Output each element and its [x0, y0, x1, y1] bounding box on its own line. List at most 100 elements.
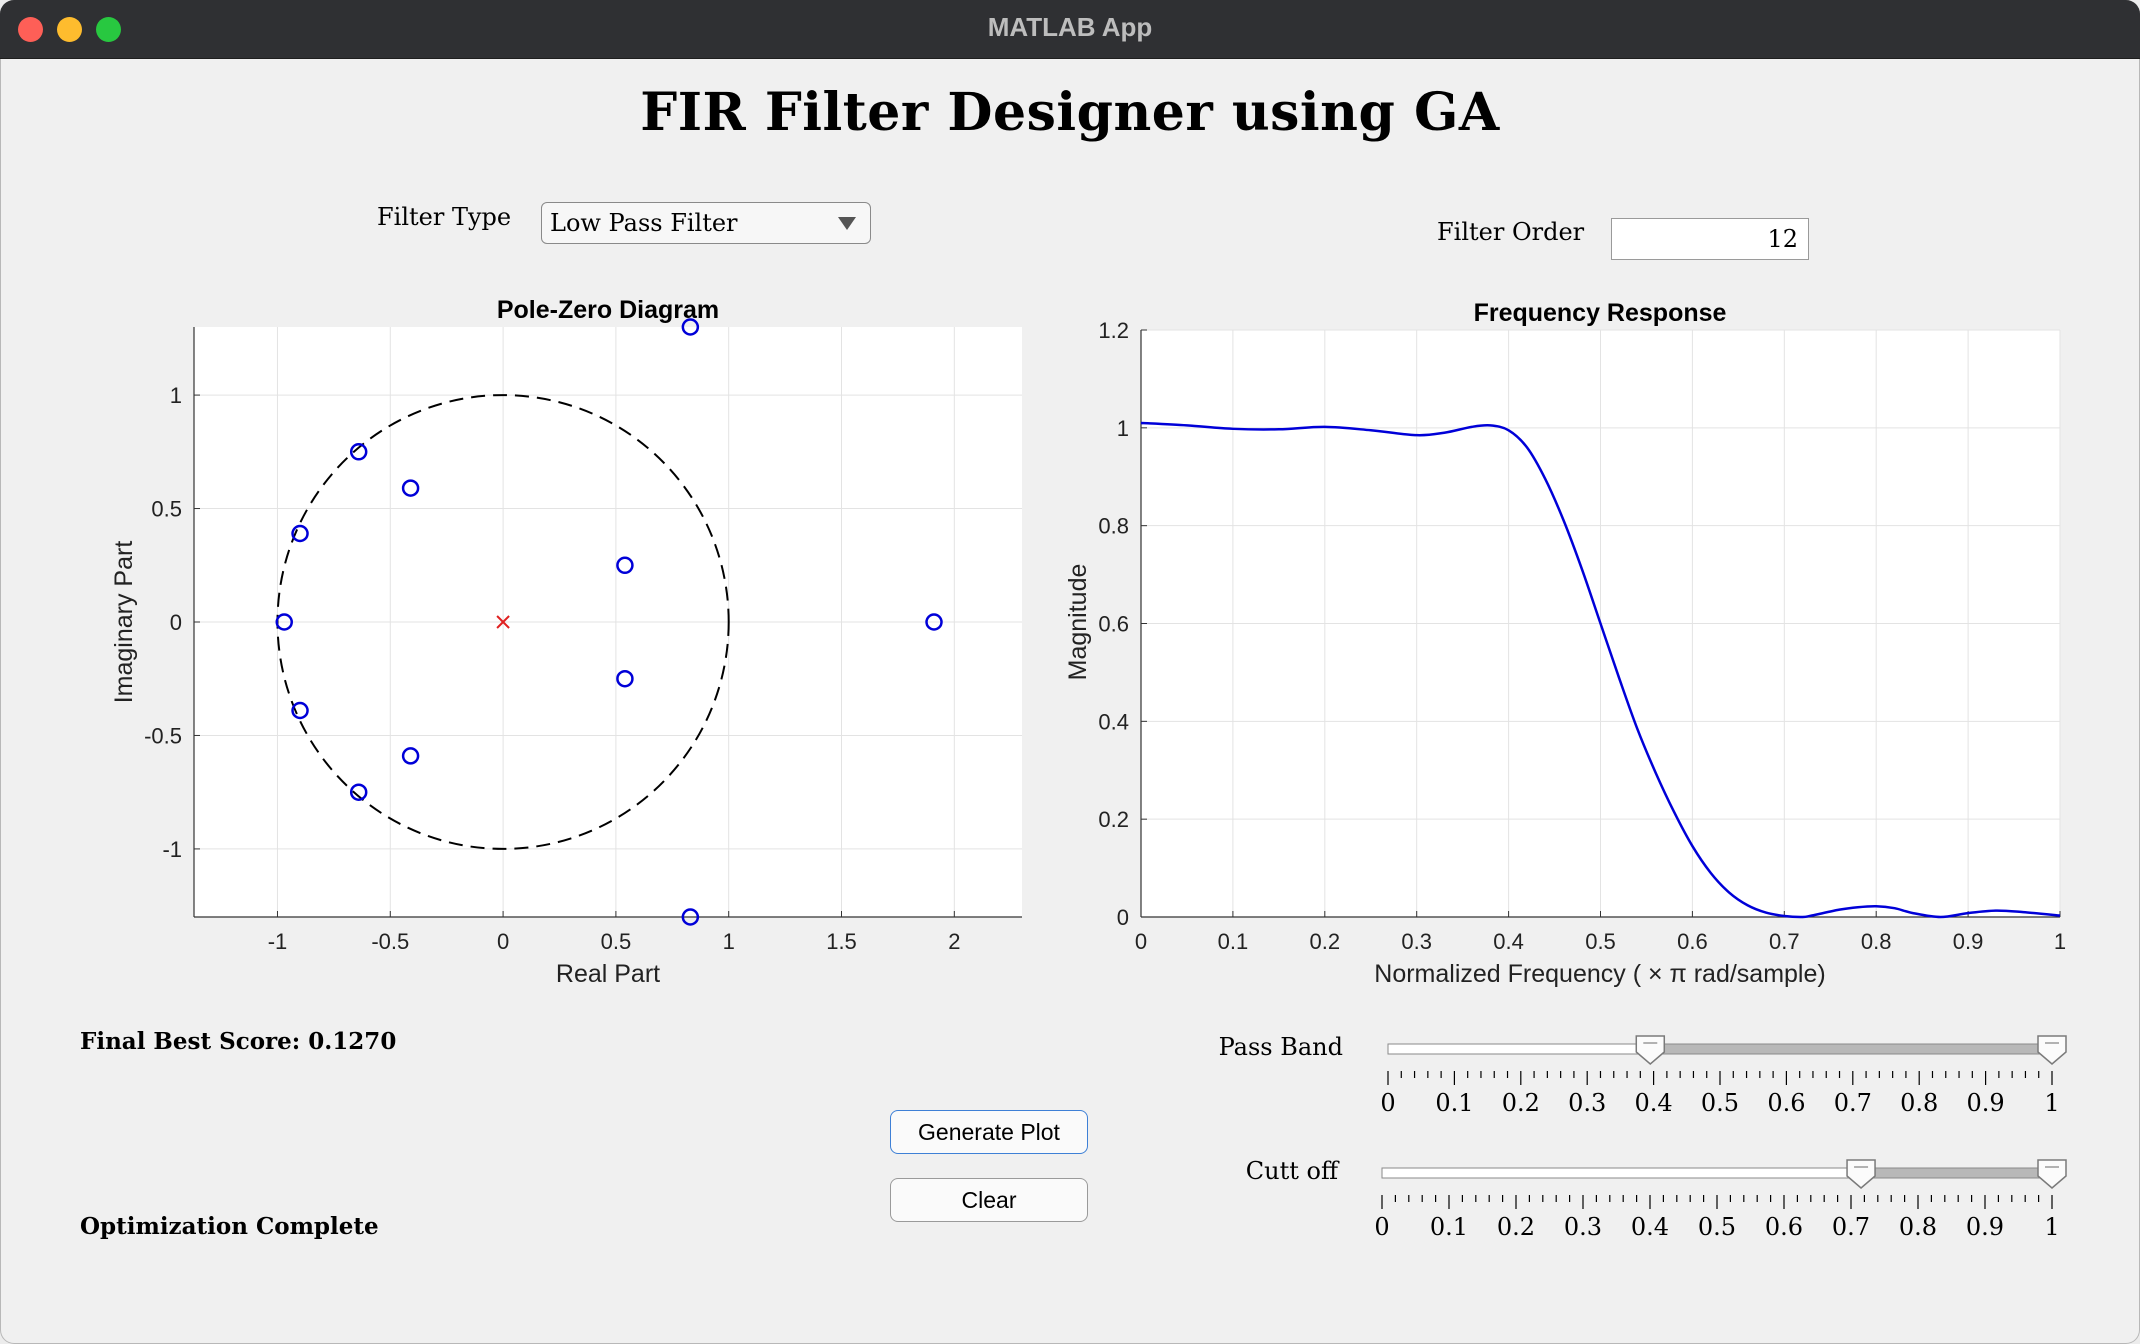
cutoff-slider[interactable]: Cutt off 0 0.1 0.2 0.3 0.4 0.5 0.6 0.7 0.8 0.9 1 — [1246, 1157, 2067, 1241]
slider-tick-label: 0.4 — [1631, 1213, 1669, 1241]
slider-tick-label: 0.9 — [1967, 1089, 2005, 1117]
x-tick-label: 0.1 — [1218, 929, 1249, 954]
slider-tick-label: 0 — [1374, 1213, 1389, 1241]
y-tick-label: 1.2 — [1098, 318, 1129, 343]
zero-marker — [291, 524, 309, 543]
window-title: MATLAB App — [987, 12, 1153, 42]
y-tick-label: 1 — [170, 383, 182, 408]
slider-thumb[interactable] — [2037, 1159, 2067, 1189]
slider-label: Cutt off — [1246, 1157, 1340, 1185]
y-tick-label: 0.8 — [1098, 514, 1129, 539]
slider-thumb[interactable] — [1846, 1159, 1876, 1189]
minimize-window-icon[interactable] — [57, 17, 82, 42]
x-tick-label: -1 — [268, 929, 288, 954]
zero-marker — [349, 783, 368, 801]
filter-order-label: Filter Order — [1437, 218, 1585, 246]
x-tick-label: 2 — [948, 929, 960, 954]
y-tick-label: 1 — [1117, 416, 1129, 441]
x-tick-label: 0.9 — [1953, 929, 1984, 954]
slider-tick-label: 0.6 — [1765, 1213, 1803, 1241]
slider-tick-label: 0.8 — [1899, 1213, 1937, 1241]
x-tick-label: 0 — [497, 929, 509, 954]
zero-marker — [401, 747, 420, 765]
pass-band-slider[interactable]: Pass Band 0 0.1 0.2 0.3 0.4 0.5 0.6 0.7 0.8 0.9 1 — [1219, 1033, 2067, 1117]
slider-tick-label: 0.1 — [1435, 1089, 1473, 1117]
filter-type-selected-value: Low Pass Filter — [550, 209, 738, 237]
x-tick-label: 1 — [2054, 929, 2066, 954]
y-tick-label: 0 — [170, 610, 182, 635]
y-axis-label: Imaginary Part — [110, 541, 138, 704]
x-tick-label: 0.5 — [1585, 929, 1616, 954]
x-tick-label: 0.7 — [1769, 929, 1800, 954]
slider-tick-label: 0.1 — [1430, 1213, 1468, 1241]
app-title: FIR Filter Designer using GA — [640, 82, 1500, 143]
slider-thumb[interactable] — [2037, 1035, 2067, 1065]
x-tick-label: 0.3 — [1401, 929, 1432, 954]
slider-tick-label: 0 — [1380, 1089, 1395, 1117]
zoom-window-icon[interactable] — [96, 17, 121, 42]
x-tick-label: 0.5 — [601, 929, 632, 954]
final-best-score: Final Best Score: 0.1270 — [80, 1028, 397, 1055]
zero-marker — [616, 556, 634, 575]
clear-button[interactable]: Clear — [890, 1178, 1088, 1222]
x-tick-label: 0.4 — [1493, 929, 1524, 954]
y-tick-label: -0.5 — [144, 723, 182, 748]
slider-tick-label: 0.7 — [1832, 1213, 1870, 1241]
zero-marker — [349, 443, 368, 461]
slider-range-fill — [1860, 1167, 2053, 1179]
filter-type-dropdown[interactable]: Low Pass Filter — [541, 202, 871, 244]
zero-marker — [401, 479, 420, 497]
zero-marker — [291, 701, 309, 720]
slider-tick-label: 0.6 — [1767, 1089, 1805, 1117]
frequency-response-chart: 0 0.1 0.2 0.3 0.4 0.5 0.6 0.7 0.8 0.9 1 0 0.2 0.4 0.6 0… — [1064, 299, 2066, 988]
dropdown-arrow-icon — [838, 217, 856, 230]
slider-tick-label: 0.2 — [1502, 1089, 1540, 1117]
filter-type-label: Filter Type — [377, 203, 512, 231]
slider-tick-label: 0.8 — [1900, 1089, 1938, 1117]
close-window-icon[interactable] — [18, 17, 43, 42]
zero-marker — [925, 613, 943, 631]
zero-marker — [681, 908, 700, 926]
y-tick-label: 0.4 — [1098, 709, 1129, 734]
slider-tick-label: 1 — [2044, 1089, 2059, 1117]
x-tick-label: 0.8 — [1861, 929, 1892, 954]
slider-tick-label: 0.5 — [1698, 1213, 1736, 1241]
x-tick-label: 1 — [723, 929, 735, 954]
x-tick-label: 1.5 — [826, 929, 857, 954]
pole-zero-chart: -1 -0.5 0 0.5 1 1.5 2 -1 -0.5 0 0.5 1 Pole-Zero Diag… — [110, 296, 1022, 988]
slider-label: Pass Band — [1219, 1033, 1343, 1061]
chart-title: Pole-Zero Diagram — [497, 296, 719, 324]
optimization-status: Optimization Complete — [80, 1213, 379, 1240]
slider-tick-label: 0.4 — [1635, 1089, 1673, 1117]
x-axis-label: Real Part — [556, 960, 660, 988]
magnitude-line — [1140, 421, 2061, 919]
slider-range-fill — [1649, 1043, 2053, 1055]
slider-tick-label: 0.9 — [1966, 1213, 2004, 1241]
slider-tick-label: 1 — [2044, 1213, 2059, 1241]
slider-thumb[interactable] — [1635, 1035, 1666, 1065]
filter-order-value: 12 — [1767, 225, 1798, 253]
x-tick-label: 0.6 — [1677, 929, 1708, 954]
title-bar: MATLAB App — [0, 0, 2140, 59]
x-tick-label: 0.2 — [1310, 929, 1341, 954]
y-tick-label: 0 — [1117, 905, 1129, 930]
x-axis-label: Normalized Frequency ( × π rad/sample) — [1374, 960, 1825, 988]
zero-marker — [616, 669, 634, 688]
y-tick-label: 0.6 — [1098, 612, 1129, 637]
generate-plot-button[interactable]: Generate Plot — [890, 1110, 1088, 1154]
chart-title: Frequency Response — [1474, 299, 1727, 327]
y-axis-label: Magnitude — [1064, 564, 1092, 681]
filter-order-field[interactable]: 12 — [1611, 218, 1809, 260]
slider-tick-label: 0.2 — [1497, 1213, 1535, 1241]
x-tick-label: -0.5 — [371, 929, 409, 954]
slider-tick-label: 0.5 — [1701, 1089, 1739, 1117]
zero-marker — [681, 318, 700, 336]
slider-tick-label: 0.3 — [1564, 1213, 1602, 1241]
pole-marker — [496, 615, 510, 629]
zero-marker — [275, 613, 293, 631]
slider-tick-label: 0.7 — [1834, 1089, 1872, 1117]
y-tick-label: 0.5 — [151, 497, 182, 522]
y-tick-label: 0.2 — [1098, 807, 1129, 832]
